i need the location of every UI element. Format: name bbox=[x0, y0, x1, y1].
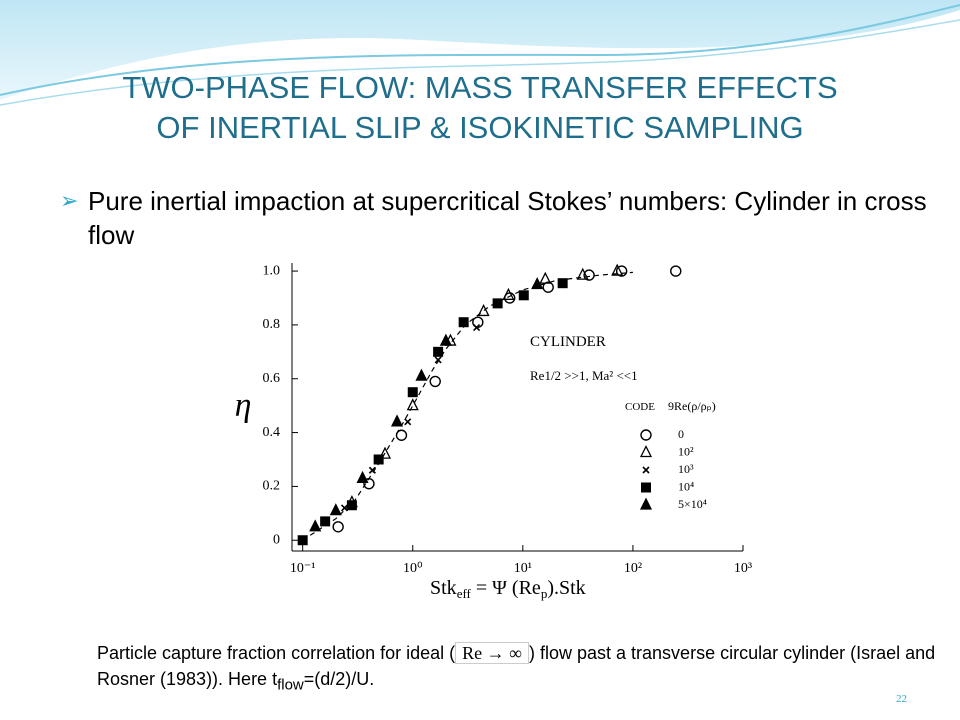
title-line: TWO-PHASE FLOW: MASS TRANSFER EFFECTS bbox=[122, 70, 838, 105]
point bbox=[429, 375, 441, 388]
point bbox=[340, 504, 349, 512]
y-tick-label: 1.0 bbox=[263, 263, 281, 278]
fit-curve bbox=[302, 271, 633, 541]
caption-text: Particle capture fraction correlation fo… bbox=[97, 643, 456, 663]
caption-math: Re → ∞ bbox=[455, 642, 529, 664]
point bbox=[439, 333, 452, 346]
point bbox=[477, 303, 490, 317]
x-label-part: = Ψ (Re bbox=[471, 577, 541, 599]
point bbox=[406, 398, 419, 411]
point bbox=[309, 519, 322, 532]
x-tick-label: 10⁻¹ bbox=[290, 561, 316, 576]
point bbox=[363, 478, 375, 490]
point bbox=[373, 454, 384, 465]
caption: Particle capture fraction correlation fo… bbox=[97, 640, 937, 699]
title-line: OF INERTIAL SLIP & ISOKINETIC SAMPLING bbox=[156, 110, 804, 145]
caption-text: =(d/2)/U. bbox=[303, 669, 375, 689]
caption-sub: flow bbox=[277, 676, 304, 694]
point bbox=[395, 429, 408, 441]
y-tick-label: 0.8 bbox=[263, 317, 281, 332]
point bbox=[670, 265, 682, 277]
point bbox=[611, 263, 624, 276]
bullet-text: Pure inertial impaction at supercritical… bbox=[88, 186, 927, 250]
point bbox=[320, 516, 331, 527]
point bbox=[332, 521, 344, 533]
legend-label: 10⁴ bbox=[678, 479, 694, 493]
point bbox=[434, 356, 442, 364]
point bbox=[390, 414, 404, 427]
bullet: ➢ Pure inertial impaction at supercritica… bbox=[60, 186, 927, 250]
point bbox=[615, 265, 628, 277]
x-tick-label: 10² bbox=[624, 561, 642, 576]
point bbox=[576, 267, 589, 280]
point bbox=[473, 324, 481, 332]
legend-label: 0 bbox=[678, 427, 684, 441]
x-tick-label: 10³ bbox=[734, 561, 752, 576]
y-axis-label: η bbox=[235, 387, 252, 424]
point bbox=[518, 290, 529, 301]
legend-title: CODE bbox=[625, 401, 655, 413]
y-tick-label: 0.6 bbox=[263, 371, 281, 386]
legend-label: 10³ bbox=[678, 462, 694, 476]
page-number: 22 bbox=[896, 693, 907, 705]
point bbox=[502, 287, 515, 300]
point bbox=[329, 503, 342, 516]
x-label-part: ).Stk bbox=[547, 577, 585, 599]
x-label-part: p bbox=[541, 586, 548, 601]
annotation: Re1/2 >>1, Ma² <<1 bbox=[530, 368, 638, 383]
y-tick-label: 0.4 bbox=[263, 425, 281, 440]
point bbox=[458, 317, 469, 328]
point bbox=[542, 281, 554, 293]
y-tick-label: 0 bbox=[273, 532, 280, 547]
legend-symbol bbox=[639, 445, 653, 458]
legend-symbol bbox=[642, 466, 650, 474]
slide-title: TWO-PHASE FLOW: MASS TRANSFER EFFECTS OF… bbox=[0, 68, 960, 148]
x-axis-label: Stkeff = Ψ (Rep).Stk bbox=[430, 577, 586, 601]
legend-label: 10² bbox=[678, 444, 694, 458]
point bbox=[415, 368, 428, 381]
point bbox=[297, 535, 308, 546]
point bbox=[407, 387, 418, 398]
legend-header: 9Re(ρ/ρₚ) bbox=[668, 399, 716, 413]
x-label-part: Stk bbox=[430, 577, 457, 599]
point bbox=[583, 269, 595, 281]
point bbox=[539, 271, 552, 284]
annotation: CYLINDER bbox=[530, 334, 606, 350]
point bbox=[492, 298, 503, 309]
point bbox=[531, 277, 544, 290]
x-tick-label: 10⁰ bbox=[403, 561, 423, 576]
legend-symbol bbox=[639, 497, 653, 510]
point bbox=[356, 470, 369, 483]
point bbox=[404, 418, 412, 426]
point bbox=[368, 466, 376, 474]
legend-symbol bbox=[641, 482, 651, 493]
point bbox=[378, 446, 392, 459]
point bbox=[557, 278, 568, 289]
point bbox=[433, 346, 444, 357]
legend-symbol bbox=[640, 429, 652, 441]
x-tick-label: 10¹ bbox=[514, 561, 532, 576]
point bbox=[346, 500, 357, 511]
y-tick-label: 0.2 bbox=[263, 479, 281, 494]
x-label-part: eff bbox=[457, 586, 472, 601]
legend-label: 5×10⁴ bbox=[678, 497, 707, 511]
caption-text: ) flow past a transverse circular cylind… bbox=[97, 643, 936, 689]
